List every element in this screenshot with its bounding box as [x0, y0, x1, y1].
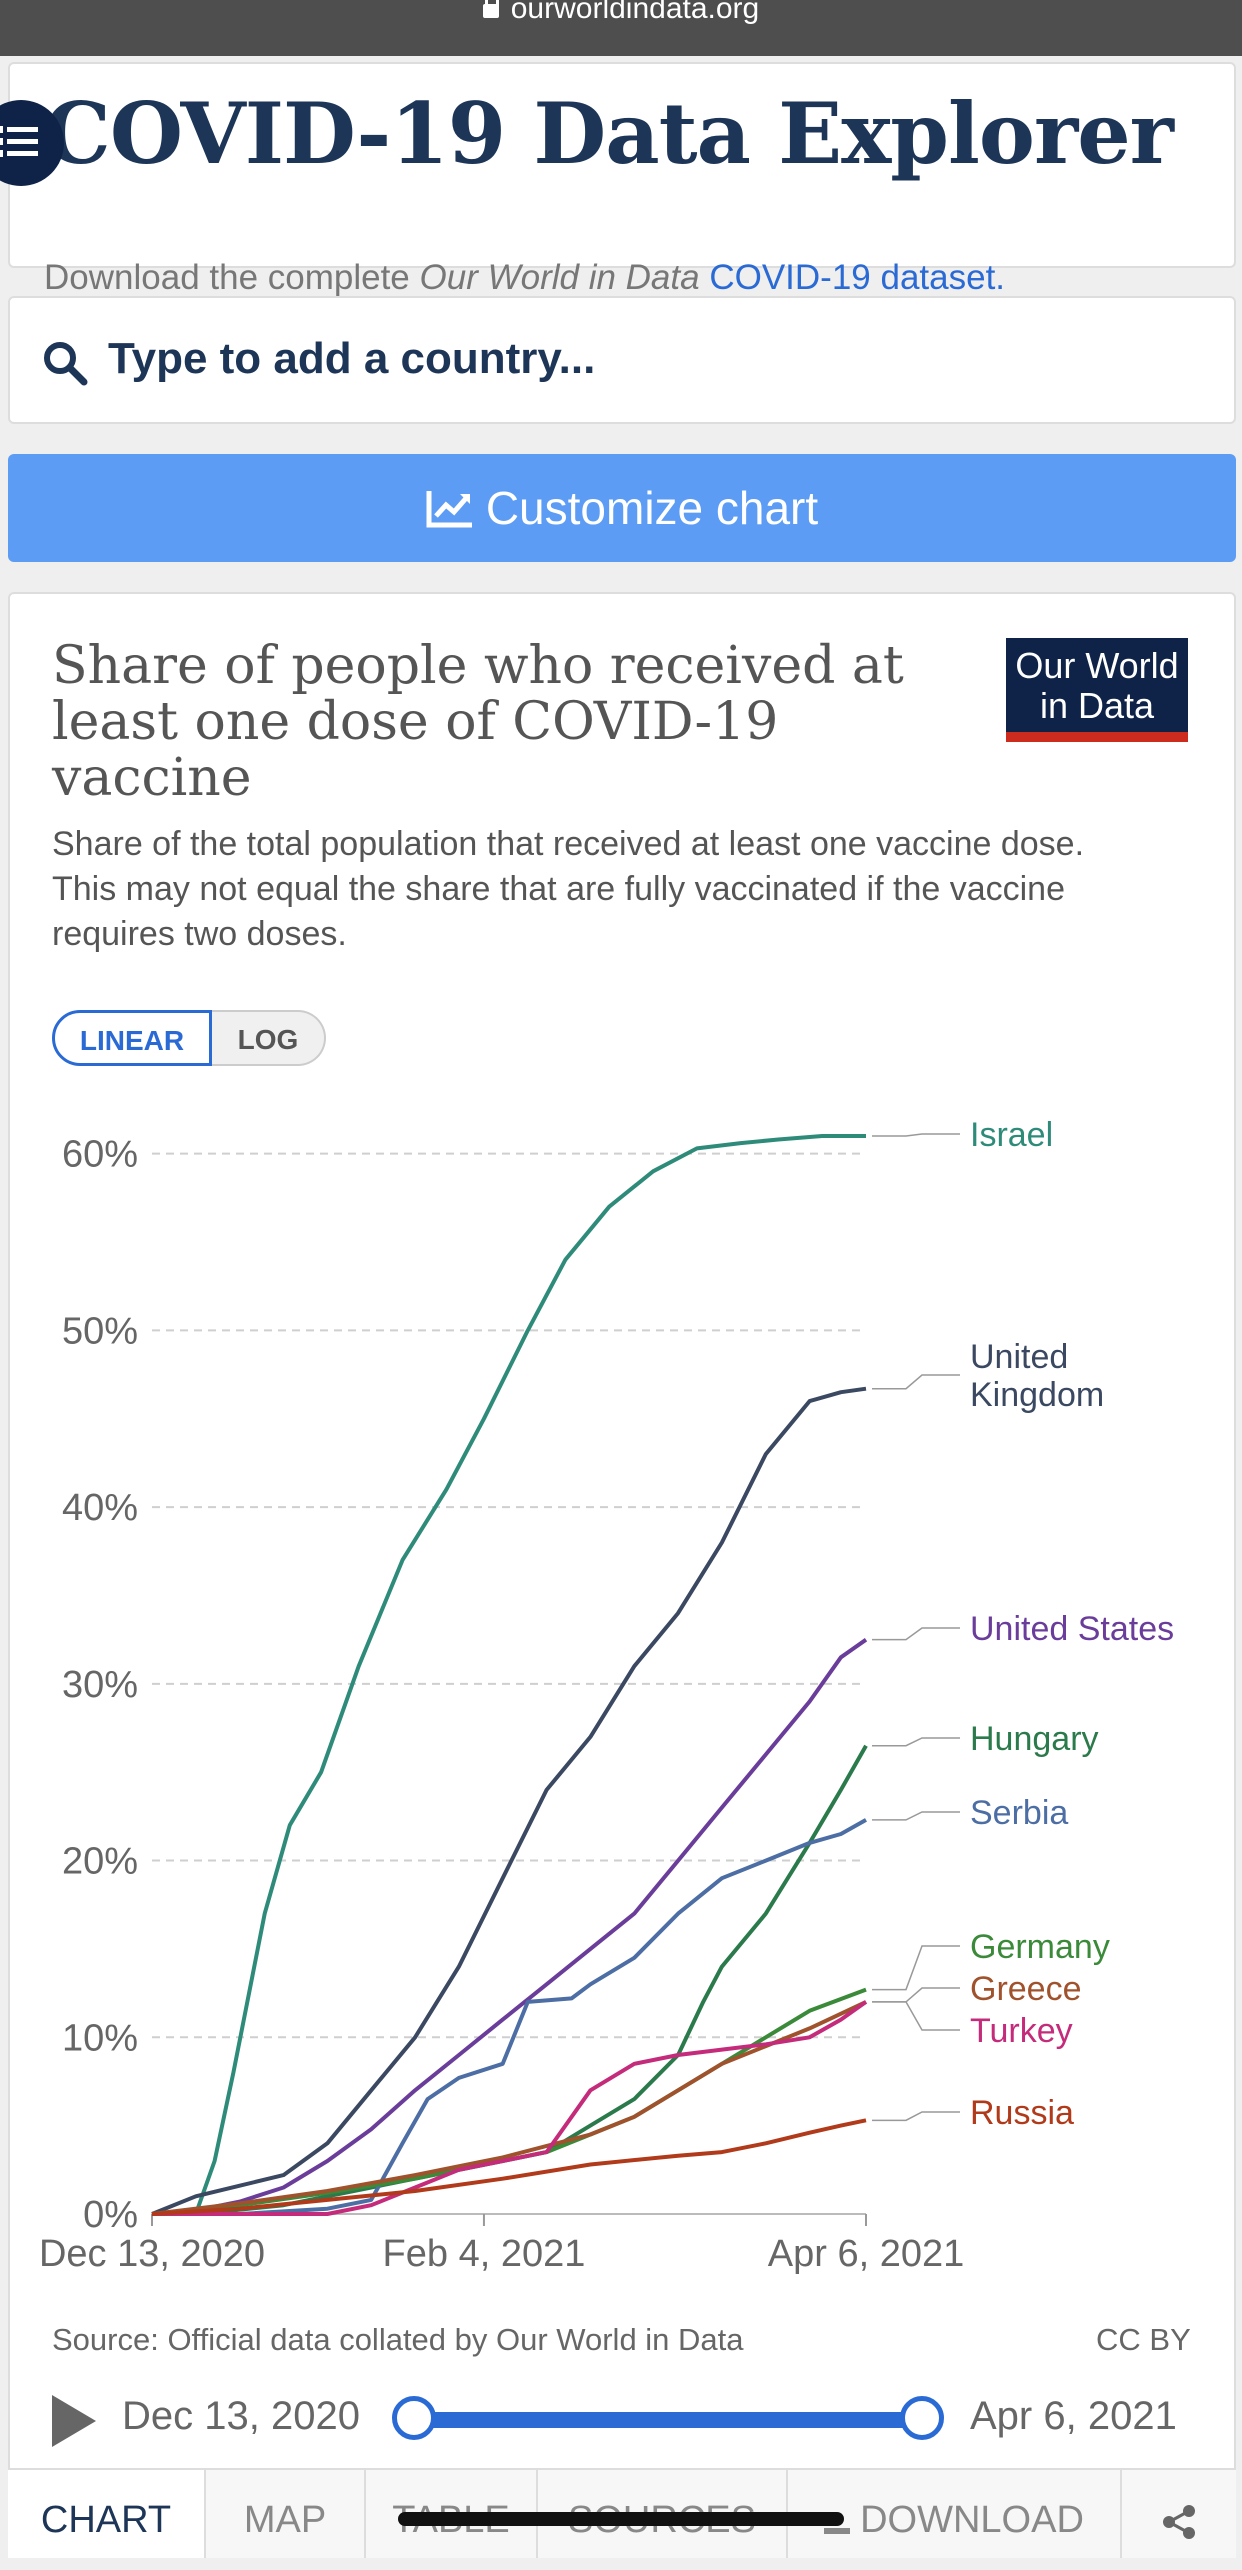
series-line-turkey — [152, 2000, 868, 2216]
series-label: United — [970, 1338, 1068, 1376]
timeline-end-handle[interactable] — [900, 2396, 944, 2440]
y-tick-label: 40% — [62, 1487, 138, 1529]
y-tick-label: 0% — [83, 2194, 138, 2236]
label-connector — [872, 1374, 960, 1390]
download-icon — [824, 2502, 851, 2534]
series-line-united-states — [151, 1638, 868, 2216]
y-tick-label: 50% — [62, 1310, 138, 1352]
timeline-start-date: Dec 13, 2020 — [122, 2394, 360, 2438]
series-line-russia — [151, 2118, 867, 2216]
x-tick-label: Dec 13, 2020 — [39, 2233, 265, 2275]
y-tick-label: 10% — [62, 2017, 138, 2059]
play-icon[interactable] — [52, 2395, 96, 2447]
series-label: Turkey — [970, 2012, 1073, 2050]
series-line-israel — [152, 1134, 866, 2216]
customize-chart-button[interactable]: Customize chart — [8, 454, 1236, 562]
chart-subtitle: Share of the total population that recei… — [52, 825, 1085, 953]
timeline-start-handle[interactable] — [392, 2396, 436, 2440]
label-connector — [872, 2111, 960, 2122]
label-connector — [872, 1945, 960, 1991]
page-subtitle: Download the complete Our World in Data … — [44, 258, 1006, 297]
series-label: Germany — [970, 1928, 1110, 1966]
dataset-link[interactable]: COVID-19 dataset. — [709, 258, 1006, 297]
lock-icon — [482, 0, 499, 18]
search-icon — [44, 342, 88, 386]
series-label: Kingdom — [970, 1376, 1104, 1414]
series-label: United States — [970, 1610, 1174, 1648]
series-label: Russia — [970, 2094, 1074, 2132]
label-connector — [872, 2001, 960, 2031]
home-indicator — [398, 2512, 844, 2526]
scale-toggle: LINEAR LOG — [52, 1010, 326, 1066]
owid-logo[interactable]: Our World in Data — [1006, 638, 1188, 742]
explorer-header: Download the complete Our World in Data … — [8, 62, 1236, 297]
label-connector — [872, 1811, 960, 1821]
series-line-hungary — [151, 1744, 868, 2216]
chart-source: Source: Official data collated by Our Wo… — [52, 2322, 744, 2357]
y-tick-label: 30% — [62, 1664, 138, 1706]
list-icon — [0, 126, 38, 157]
page-title: COVID-19 Data Explorer — [44, 84, 1174, 183]
tab-map[interactable]: MAP — [204, 2470, 364, 2558]
series-label: Greece — [970, 1970, 1082, 2008]
timeline-track[interactable] — [414, 2412, 922, 2428]
share-button[interactable] — [1120, 2470, 1236, 2558]
series-label: Serbia — [970, 1794, 1068, 1832]
series-line-united-kingdom — [151, 1386, 867, 2216]
share-icon — [1163, 2504, 1195, 2539]
label-connector — [872, 1627, 960, 1641]
browser-url-bar[interactable]: ourworldindata.org — [0, 0, 1242, 56]
x-tick-label: Feb 4, 2021 — [383, 2233, 586, 2275]
label-connector — [872, 1737, 960, 1747]
chart-line-icon — [426, 490, 472, 528]
series-line-serbia — [152, 1818, 867, 2216]
x-tick-label: Apr 6, 2021 — [768, 2233, 964, 2275]
chart-tabs: CHART MAP TABLE SOURCES DOWNLOAD — [8, 2468, 1236, 2558]
country-search[interactable]: Type to add a country... — [8, 296, 1236, 424]
linear-scale-button[interactable]: LINEAR — [52, 1010, 212, 1066]
license-link[interactable]: CC BY — [1096, 2322, 1191, 2357]
chart-card — [8, 592, 1236, 2556]
url-text: ourworldindata.org — [0, 0, 1242, 26]
series-label: Hungary — [970, 1720, 1099, 1758]
line-chart: 0% 10% 20% 30% 40% 50% 60% Dec 13, 2020 Feb 4, 2… — [39, 1116, 1174, 2275]
series-label: Israel — [970, 1116, 1053, 1154]
label-connector — [872, 1133, 960, 1137]
y-tick-label: 20% — [62, 1841, 138, 1883]
search-input[interactable]: Type to add a country... — [108, 334, 596, 383]
y-tick-label: 60% — [62, 1134, 138, 1176]
timeline-end-date: Apr 6, 2021 — [970, 2394, 1177, 2438]
tab-chart[interactable]: CHART — [8, 2470, 204, 2558]
log-scale-button[interactable]: LOG — [212, 1010, 326, 1066]
chart-title: Share of people who received at least on… — [52, 636, 904, 808]
